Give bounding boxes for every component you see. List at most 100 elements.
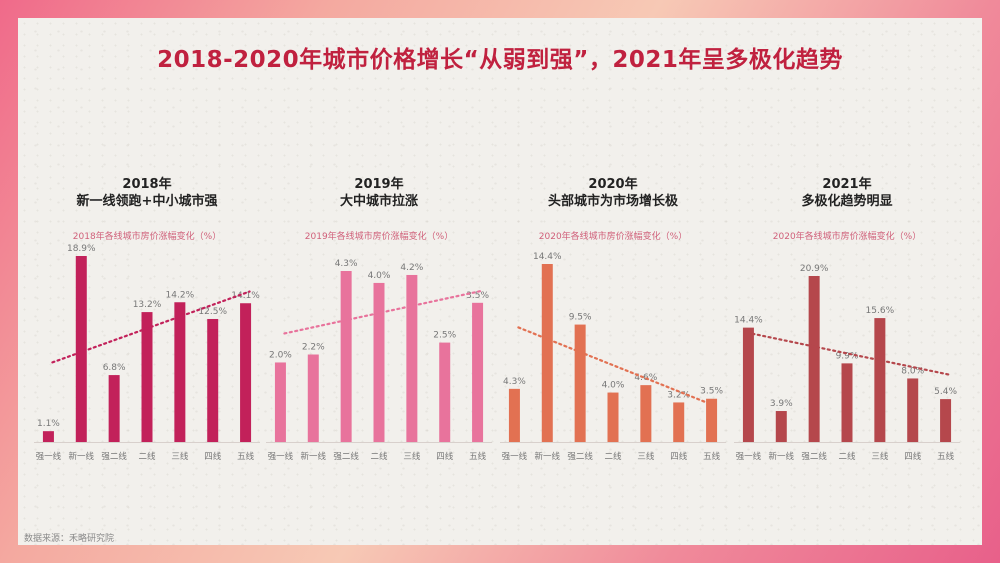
x-tick-label: 强一线 xyxy=(502,451,528,462)
bar xyxy=(907,378,919,442)
data-label: 4.0% xyxy=(368,271,391,281)
x-tick-label: 四线 xyxy=(436,451,454,462)
data-label: 20.9% xyxy=(800,264,829,274)
trend-line xyxy=(751,332,951,376)
x-tick-label: 三线 xyxy=(403,451,421,462)
trend-line xyxy=(517,326,717,408)
data-label: 14.4% xyxy=(533,252,562,262)
bar xyxy=(274,362,286,442)
bar xyxy=(706,398,718,442)
chart-card xyxy=(18,18,982,545)
panel-headline: 大中城市拉涨 xyxy=(340,193,418,209)
data-label: 14.1% xyxy=(231,291,260,301)
data-label: 15.6% xyxy=(866,306,895,316)
panel-headline: 多极化趋势明显 xyxy=(801,193,892,209)
data-label: 4.3% xyxy=(335,259,358,269)
data-label: 3.5% xyxy=(466,291,489,301)
x-tick-label: 五线 xyxy=(937,451,955,462)
data-label: 2.5% xyxy=(433,331,456,341)
x-tick-label: 强一线 xyxy=(36,451,62,462)
data-label: 9.9% xyxy=(836,351,859,361)
data-label: 5.4% xyxy=(934,387,957,397)
x-tick-label: 四线 xyxy=(904,451,922,462)
data-label: 14.4% xyxy=(734,316,763,326)
x-tick-label: 新一线 xyxy=(301,451,327,462)
data-label: 2.2% xyxy=(302,343,325,353)
bar xyxy=(841,363,853,442)
data-label: 4.3% xyxy=(503,377,526,387)
x-tick-label: 三线 xyxy=(637,451,655,462)
x-tick-label: 新一线 xyxy=(535,451,561,462)
x-tick-label: 新一线 xyxy=(69,451,95,462)
panel-year-label: 2019年 xyxy=(354,176,403,192)
bar xyxy=(940,399,952,442)
bar xyxy=(42,431,54,442)
x-tick-label: 二线 xyxy=(838,451,856,462)
panel-year-label: 2020年 xyxy=(588,176,637,192)
data-label: 1.1% xyxy=(37,419,60,429)
panel-subtitle: 2020年各线城市房价涨幅变化（%） xyxy=(773,230,921,242)
x-tick-label: 四线 xyxy=(204,451,222,462)
panel-subtitle: 2019年各线城市房价涨幅变化（%） xyxy=(305,230,453,242)
bar xyxy=(340,271,352,442)
data-label: 2.0% xyxy=(269,350,292,360)
bar xyxy=(607,392,619,442)
panel-headline: 新一线领跑+中小城市强 xyxy=(77,193,218,209)
bar xyxy=(207,318,219,442)
bar xyxy=(874,318,886,442)
bar xyxy=(141,312,153,442)
data-source: 数据来源：禾略研究院 xyxy=(24,534,115,544)
data-label: 8.0% xyxy=(901,366,924,376)
bar xyxy=(742,327,754,442)
bar xyxy=(574,324,586,442)
bar xyxy=(307,354,319,442)
bar xyxy=(472,302,484,442)
x-tick-label: 强一线 xyxy=(268,451,294,462)
bar xyxy=(75,256,87,442)
x-tick-label: 强二线 xyxy=(567,451,593,462)
x-tick-label: 三线 xyxy=(871,451,889,462)
data-label: 12.5% xyxy=(198,307,227,317)
data-label: 3.2% xyxy=(667,390,690,400)
data-label: 4.0% xyxy=(602,381,625,391)
panel-year-label: 2018年 xyxy=(122,176,171,192)
bar xyxy=(775,411,787,442)
bar xyxy=(640,385,652,442)
x-tick-label: 二线 xyxy=(370,451,388,462)
data-label: 6.8% xyxy=(103,363,126,373)
bar xyxy=(673,402,685,442)
x-tick-label: 五线 xyxy=(237,451,255,462)
x-tick-label: 新一线 xyxy=(769,451,795,462)
x-tick-label: 二线 xyxy=(138,451,156,462)
trend-line xyxy=(283,289,483,335)
x-tick-label: 二线 xyxy=(604,451,622,462)
bar xyxy=(541,264,553,442)
x-tick-label: 三线 xyxy=(171,451,189,462)
data-label: 14.2% xyxy=(166,290,195,300)
bar xyxy=(406,274,418,442)
bar xyxy=(808,276,820,442)
bar xyxy=(373,282,385,442)
data-label: 3.9% xyxy=(770,399,793,409)
x-tick-label: 五线 xyxy=(469,451,487,462)
data-label: 3.5% xyxy=(700,387,723,397)
data-label: 18.9% xyxy=(67,244,96,254)
bar xyxy=(439,342,451,442)
panel-subtitle: 2018年各线城市房价涨幅变化（%） xyxy=(73,230,221,242)
panel-year-label: 2021年 xyxy=(822,176,871,192)
trend-line xyxy=(51,290,251,364)
x-tick-label: 强二线 xyxy=(333,451,359,462)
data-label: 4.2% xyxy=(400,263,423,273)
bar xyxy=(240,303,252,442)
bar xyxy=(174,302,186,442)
panel-headline: 头部城市为市场增长极 xyxy=(548,193,679,209)
data-label: 9.5% xyxy=(569,313,592,323)
page-title: 2018-2020年城市价格增长“从弱到强”，2021年呈多极化趋势 xyxy=(157,47,843,73)
panel-subtitle: 2020年各线城市房价涨幅变化（%） xyxy=(539,230,687,242)
data-label: 13.2% xyxy=(133,300,162,310)
